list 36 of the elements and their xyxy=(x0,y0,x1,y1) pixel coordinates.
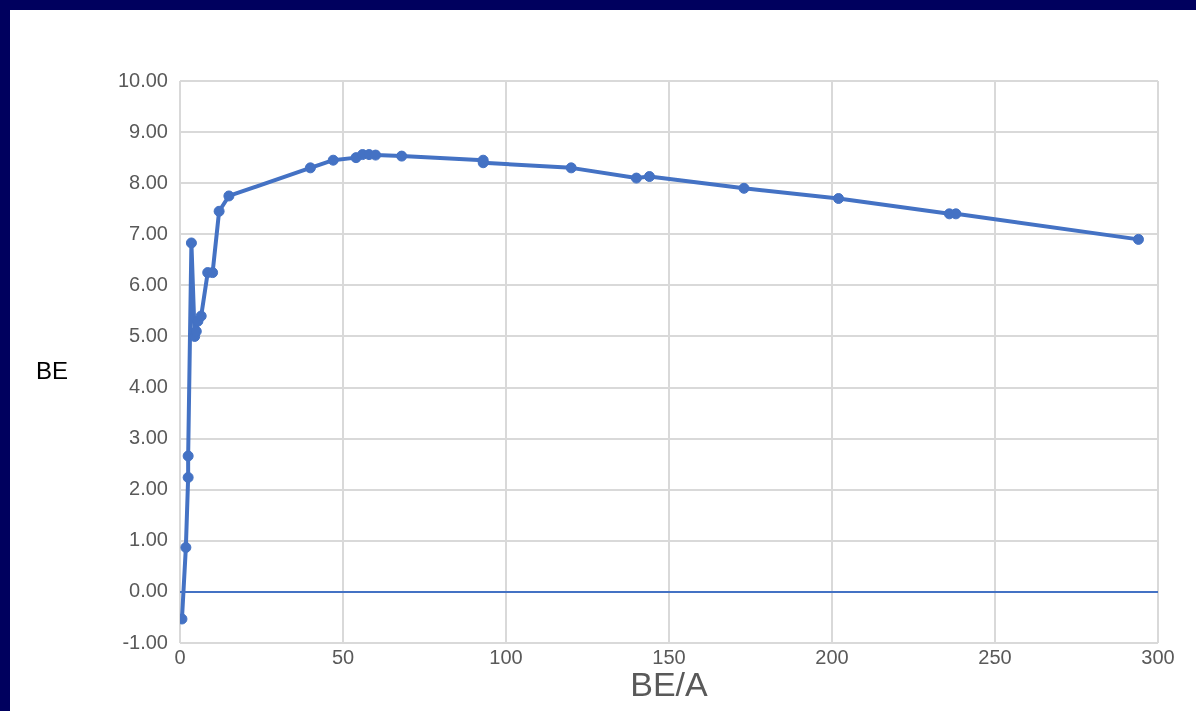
point xyxy=(304,162,316,174)
x-tick-label: 200 xyxy=(815,645,849,668)
point xyxy=(180,541,192,553)
point xyxy=(738,182,750,194)
y-axis-title: BE xyxy=(35,356,69,384)
y-tick-label: -1.00 xyxy=(122,630,168,653)
x-tick-label: 50 xyxy=(331,645,355,668)
point xyxy=(185,237,197,249)
point xyxy=(213,205,225,217)
y-tick-label: 3.00 xyxy=(129,426,168,449)
point xyxy=(833,193,845,205)
point xyxy=(327,154,339,166)
point xyxy=(1132,233,1144,245)
y-tick-label: 5.00 xyxy=(129,323,168,346)
y-tick-label: 10.00 xyxy=(117,68,168,91)
point xyxy=(565,162,577,174)
y-tick-label: 7.00 xyxy=(129,221,168,244)
x-tick-label: 0 xyxy=(174,645,186,668)
y-tick-label: 4.00 xyxy=(129,375,168,398)
y-tick-label: 9.00 xyxy=(129,119,168,142)
y-tick-label: 1.00 xyxy=(129,528,168,551)
y-tick-label: 0.00 xyxy=(129,579,168,602)
x-tick-label: 250 xyxy=(978,645,1012,668)
y-tick-label: 6.00 xyxy=(129,272,168,295)
y-tick-label: 8.00 xyxy=(129,170,168,193)
point xyxy=(182,471,194,483)
point xyxy=(643,171,655,183)
x-tick-label: 300 xyxy=(1141,645,1175,668)
point xyxy=(182,450,194,462)
y-tick-label: 2.00 xyxy=(129,477,168,500)
x-tick-label: 100 xyxy=(489,645,523,668)
point xyxy=(195,310,207,322)
point xyxy=(223,190,235,202)
point xyxy=(370,149,382,161)
point xyxy=(630,172,642,184)
point xyxy=(396,150,408,162)
